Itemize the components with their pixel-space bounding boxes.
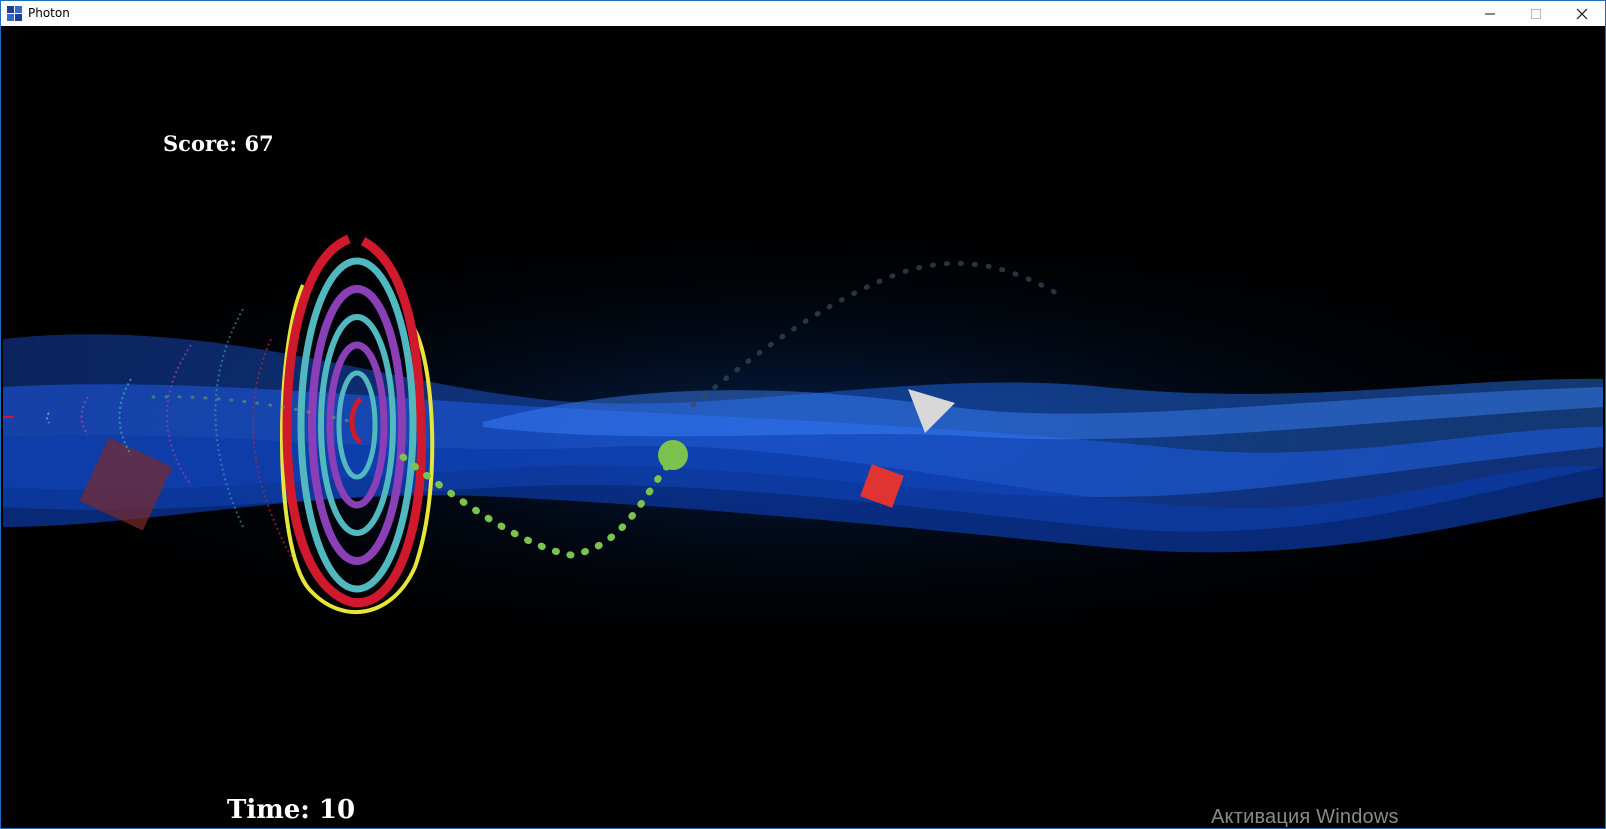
- enemy-triangle: [908, 389, 955, 433]
- vortex-ring-purple-2: [326, 341, 388, 509]
- vortex-ring-cyan-1: [297, 257, 417, 593]
- activation-watermark: Активация Windows: [1211, 806, 1399, 828]
- minimize-icon: [1485, 13, 1495, 14]
- trail-arc-cyan-far: [46, 412, 50, 424]
- wave-band-4: [483, 387, 1603, 440]
- vortex-ring-yellow: [280, 284, 435, 614]
- trail-arc-cyan-mid: [118, 378, 132, 456]
- game-scene: [3, 207, 1603, 667]
- window-title: Photon: [28, 6, 70, 20]
- enemy-square: [860, 464, 904, 508]
- trail-arc-red-near: [252, 338, 304, 578]
- player-trail-faint: [151, 395, 355, 424]
- maximize-icon: [1531, 8, 1541, 19]
- close-icon: [1576, 8, 1588, 19]
- trail-arc-purple-far: [80, 396, 89, 436]
- trail-arc-purple-mid: [166, 344, 192, 486]
- score-display: Score: 67: [163, 131, 274, 156]
- photon-app-icon: [7, 6, 22, 21]
- player-trail: [399, 453, 672, 559]
- trail-arcs: [46, 308, 304, 578]
- vortex-ring-cyan-3: [336, 370, 378, 480]
- vortex-ring-purple-1: [308, 285, 406, 565]
- photon-vortex: [280, 234, 435, 614]
- title-bar[interactable]: Photon: [1, 1, 1605, 26]
- minimize-button[interactable]: [1467, 1, 1513, 26]
- gray-path-trail: [690, 260, 1066, 408]
- vortex-core-red: [349, 396, 363, 445]
- player-orb-icon: [658, 440, 688, 470]
- time-display: Time: 10: [227, 795, 356, 825]
- close-button[interactable]: [1559, 1, 1605, 26]
- fading-red-square: [79, 437, 173, 531]
- game-canvas[interactable]: Score: 67 Time: 10 Активация Windows: [3, 27, 1603, 828]
- maximize-button[interactable]: [1513, 1, 1559, 26]
- vortex-ring-red-outer: [282, 234, 426, 608]
- vortex-ring-cyan-2: [318, 314, 396, 536]
